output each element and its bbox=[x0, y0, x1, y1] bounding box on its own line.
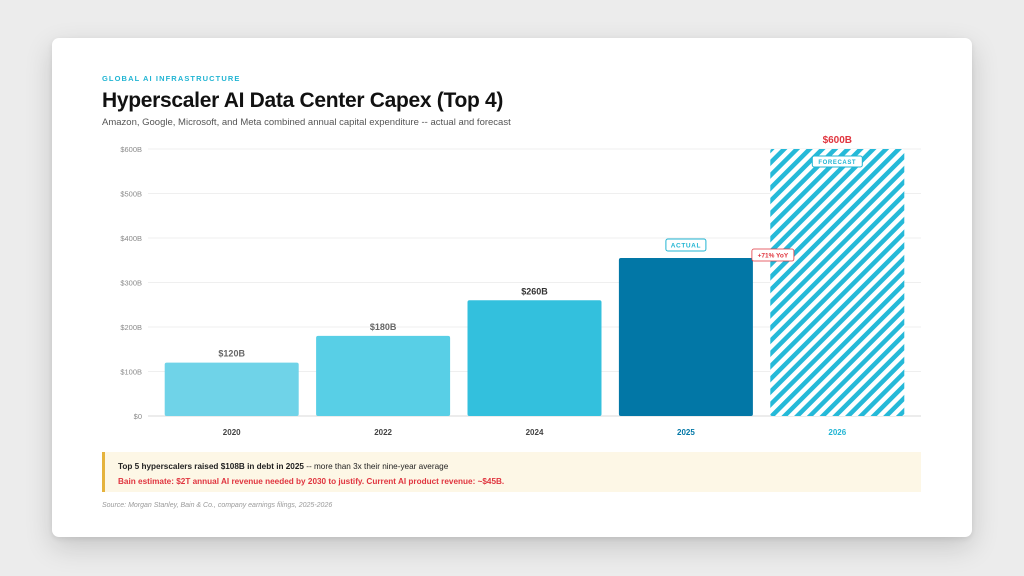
callout-line-2: Bain estimate: $2T annual AI revenue nee… bbox=[118, 477, 505, 486]
forecast-badge-box bbox=[811, 155, 863, 168]
forecast-badge-label: FORECAST bbox=[818, 160, 856, 166]
x-tick-label: 2026 bbox=[828, 428, 846, 437]
x-tick-label: 2022 bbox=[374, 428, 392, 437]
chart-subtitle: Amazon, Google, Microsoft, and Meta comb… bbox=[102, 117, 511, 128]
x-tick-label: 2025 bbox=[677, 428, 695, 437]
forecast-badge: FORECAST bbox=[811, 155, 863, 168]
source-note: Source: Morgan Stanley, Bain & Co., comp… bbox=[102, 502, 333, 509]
actual-badge-box bbox=[665, 238, 707, 252]
callout-line-1-bold: Top 5 hyperscalers raised $108B in debt … bbox=[118, 462, 304, 471]
yoy-badge-box bbox=[751, 248, 795, 262]
x-tick-label: 2024 bbox=[526, 428, 544, 437]
y-tick-label: $600B bbox=[120, 145, 142, 154]
actual-badge: ACTUAL bbox=[665, 238, 707, 252]
value-label: $260B bbox=[521, 286, 548, 296]
yoy-badge-label: +71% YoY bbox=[758, 253, 789, 260]
y-tick-label: $100B bbox=[120, 368, 142, 377]
y-tick-label: $300B bbox=[120, 279, 142, 288]
bar-chart: $0 $100B $200B $300B $400B $500B $600B $120B 202… bbox=[120, 135, 921, 437]
bar-2026 bbox=[770, 149, 905, 416]
x-tick-label: 2020 bbox=[223, 428, 241, 437]
insight-callout: Top 5 hyperscalers raised $108B in debt … bbox=[102, 452, 921, 492]
bar-2022 bbox=[316, 335, 451, 416]
actual-badge-label: ACTUAL bbox=[671, 243, 701, 250]
callout-line-1-rest: -- more than 3x their nine-year average bbox=[303, 462, 449, 471]
callout-line-1: Top 5 hyperscalers raised $108B in debt … bbox=[118, 462, 448, 471]
chart-card: GLOBAL AI INFRASTRUCTURE Hyperscaler AI … bbox=[52, 38, 972, 537]
value-label: $600B bbox=[823, 135, 852, 146]
bar-2025 bbox=[618, 258, 753, 416]
eyebrow-label: GLOBAL AI INFRASTRUCTURE bbox=[102, 74, 241, 83]
y-tick-label: $400B bbox=[120, 234, 142, 243]
y-tick-label: $500B bbox=[120, 190, 142, 199]
yoy-badge: +71% YoY bbox=[751, 248, 795, 262]
value-label: $180B bbox=[370, 322, 397, 332]
y-tick-label: $200B bbox=[120, 323, 142, 332]
bar-2020 bbox=[164, 362, 299, 416]
value-label: $120B bbox=[218, 349, 245, 359]
y-tick-label: $0 bbox=[134, 412, 142, 421]
bar-2024 bbox=[467, 300, 602, 416]
chart-title: Hyperscaler AI Data Center Capex (Top 4) bbox=[102, 89, 504, 112]
